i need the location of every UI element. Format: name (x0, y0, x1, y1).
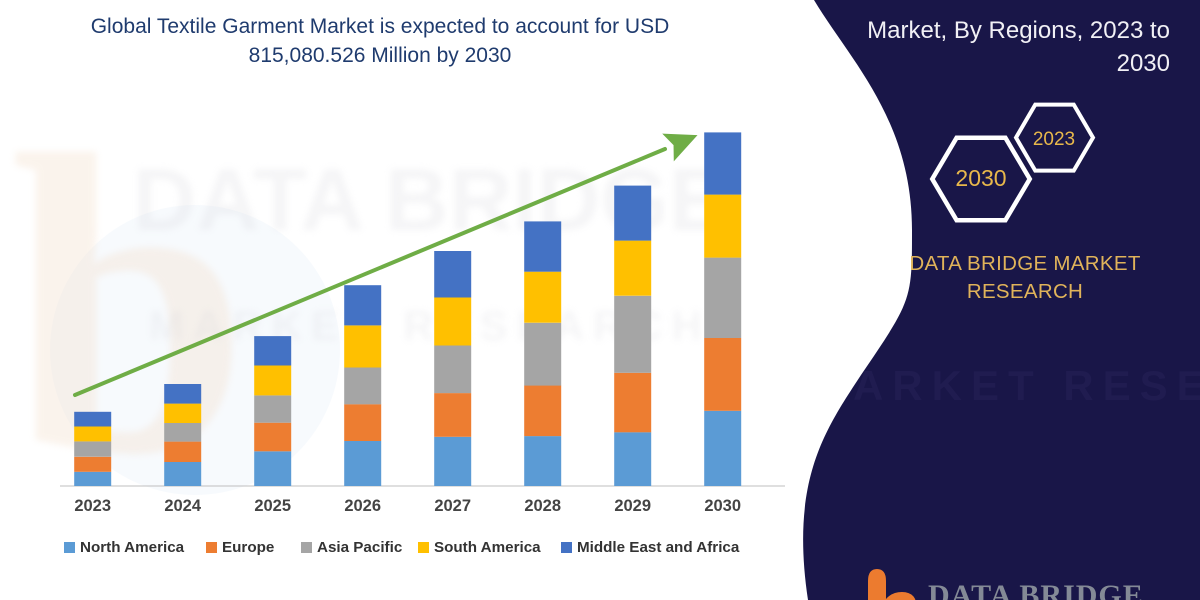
svg-text:2030: 2030 (704, 497, 741, 515)
svg-text:2025: 2025 (254, 497, 291, 515)
svg-text:2023: 2023 (74, 497, 111, 515)
svg-text:MARKET RESEARCH: MARKET RESEARCH (809, 362, 1200, 409)
svg-text:2023: 2023 (1033, 129, 1075, 150)
svg-text:South America: South America (434, 539, 541, 556)
svg-text:2030: 2030 (955, 165, 1006, 191)
svg-text:North America: North America (80, 539, 185, 556)
svg-text:DATA BRIDGE: DATA BRIDGE (928, 579, 1144, 600)
svg-text:Europe: Europe (222, 539, 274, 556)
svg-text:2028: 2028 (524, 497, 561, 515)
svg-text:2026: 2026 (344, 497, 381, 515)
svg-text:2027: 2027 (434, 497, 471, 515)
svg-text:Asia Pacific: Asia Pacific (317, 539, 402, 556)
svg-text:Middle East and Africa: Middle East and Africa (577, 539, 740, 556)
svg-text:2029: 2029 (614, 497, 651, 515)
svg-text:2024: 2024 (164, 497, 202, 515)
